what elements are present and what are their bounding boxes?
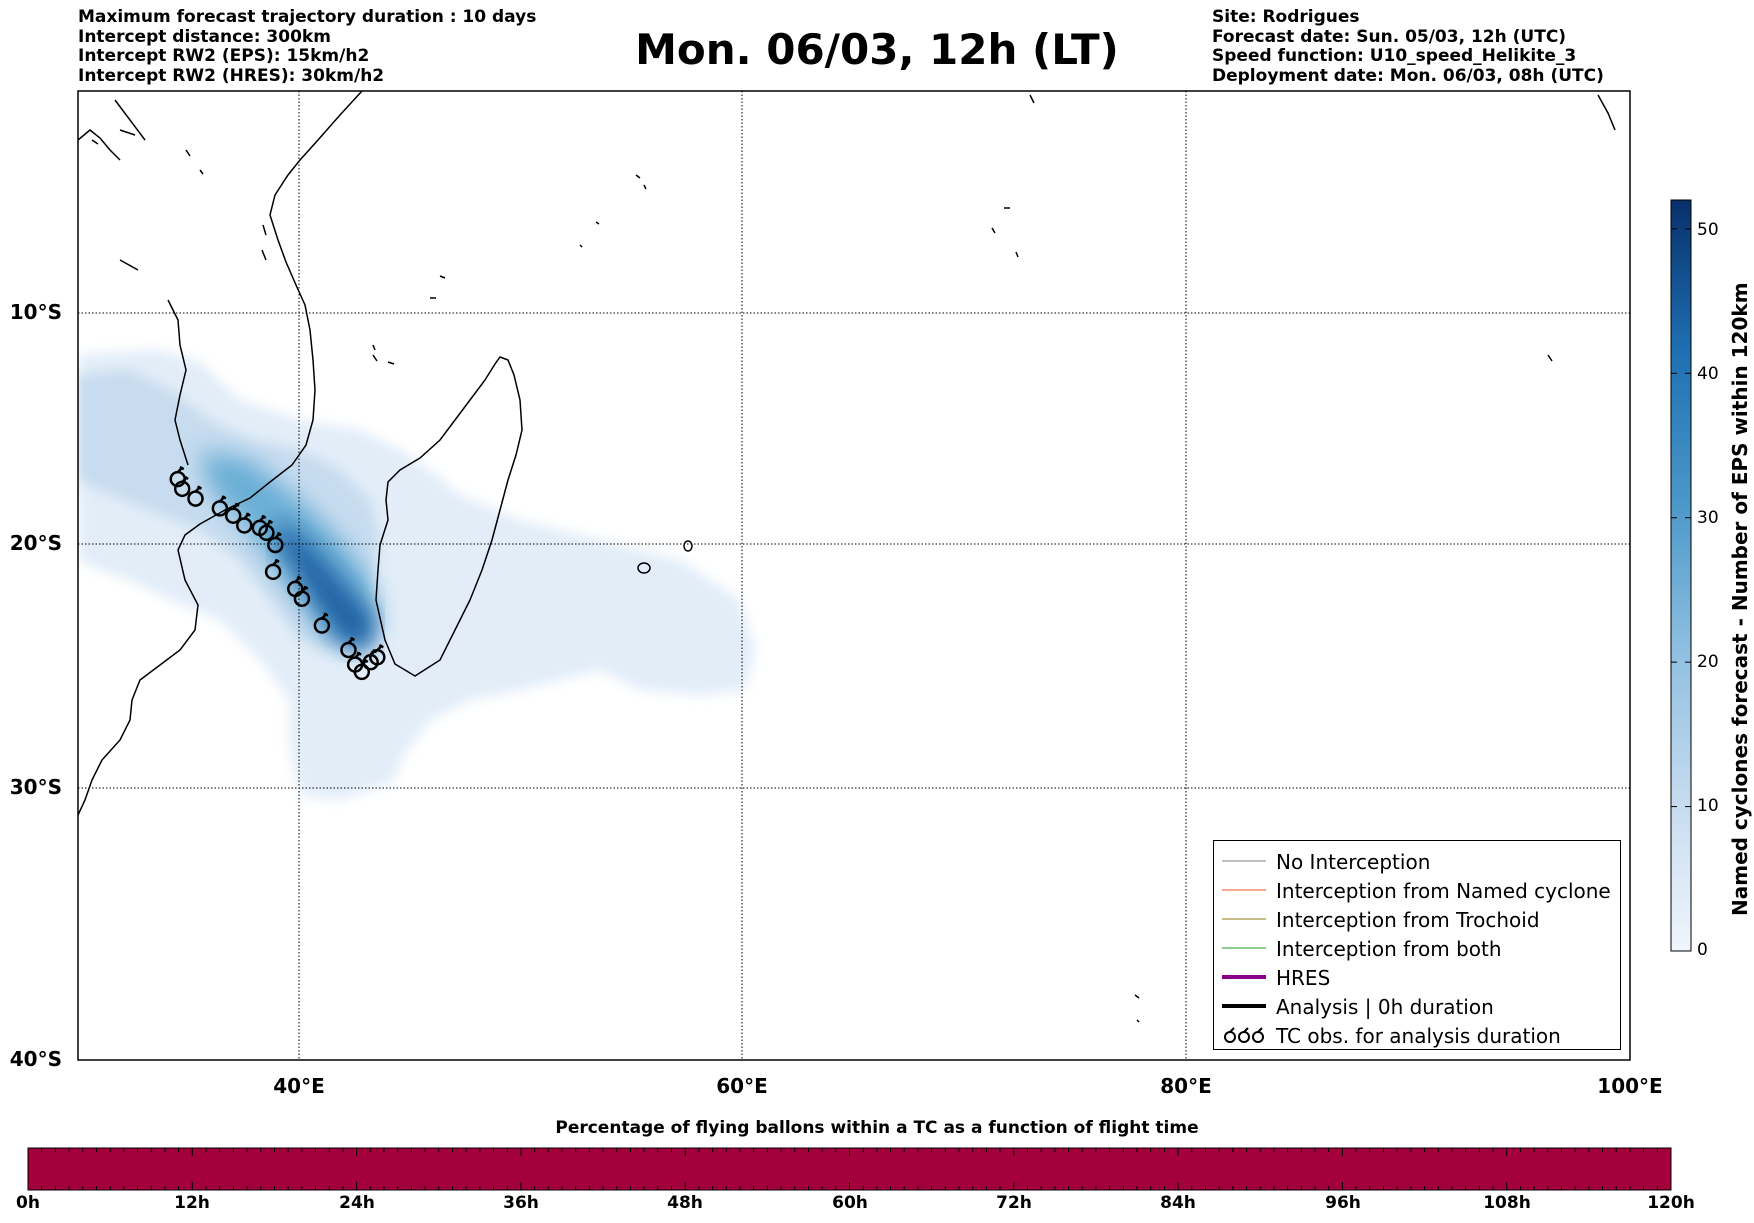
tc-obs-marker — [236, 512, 253, 534]
legend-tc-obs: TC obs. for analysis duration — [1214, 1021, 1620, 1050]
flight-tick-96h: 96h — [1325, 1193, 1361, 1213]
legend-no-interception: No Interception — [1214, 847, 1620, 876]
max-duration-text: Maximum forecast trajectory duration : 1… — [78, 7, 537, 27]
maldives-islands — [1029, 94, 1616, 131]
legend-line-black — [1222, 1004, 1266, 1008]
legend-line-green — [1222, 947, 1266, 949]
tc-obs-track — [169, 465, 386, 681]
europa-isle — [1134, 994, 1140, 1023]
tc-obs-marker — [340, 636, 357, 659]
lat-label-30s: 30°S — [9, 775, 62, 799]
map-legend: No Interception Interception from Named … — [1213, 840, 1621, 1050]
density-core — [275, 520, 375, 650]
chagos-islands — [991, 207, 1019, 258]
madagascar-coast — [375, 356, 523, 677]
lake-coast — [167, 299, 189, 466]
tc-obs-marker — [293, 585, 311, 607]
legend-line-olive — [1222, 918, 1266, 920]
comoros-islands — [372, 344, 395, 365]
mozambique-channel-isles — [430, 275, 446, 299]
flight-tick-108h: 108h — [1483, 1193, 1531, 1213]
eps-colorbar — [1670, 199, 1692, 952]
eps-colorbar-ticks — [1671, 228, 1691, 952]
flight-tick-60h: 60h — [832, 1193, 868, 1213]
flight-tick-12h: 12h — [174, 1193, 210, 1213]
rodrigues-island — [1547, 354, 1553, 362]
lon-label-40e: 40°E — [273, 1074, 325, 1098]
flight-time-ticks — [27, 1148, 1672, 1190]
legend-trochoid: Interception from Trochoid — [1214, 905, 1620, 934]
small-isles-north — [91, 99, 204, 271]
tc-obs-marker — [267, 531, 284, 554]
reunion-island — [683, 540, 693, 552]
flight-tick-36h: 36h — [503, 1193, 539, 1213]
legend-line-purple — [1222, 975, 1266, 979]
deployment-date-text: Deployment date: Mon. 06/03, 08h (UTC) — [1212, 65, 1604, 86]
lat-label-20s: 20°S — [9, 531, 62, 555]
cbar-tick-50: 50 — [1697, 220, 1719, 240]
eps-colorbar-title: Named cyclones forecast - Number of EPS … — [1728, 282, 1752, 916]
intercept-distance-text: Intercept distance: 300km — [78, 26, 331, 47]
tc-obs-marker — [264, 558, 282, 581]
tc-symbol-icon — [1224, 1027, 1264, 1043]
tc-obs-marker — [187, 485, 204, 507]
tc-obs-marker — [211, 495, 229, 517]
tc-obs-marker — [173, 475, 191, 498]
arabia-coast — [78, 129, 121, 161]
legend-line-orange — [1222, 889, 1266, 891]
legend-named-cyclone: Interception from Named cyclone — [1214, 876, 1620, 905]
legend-analysis: Analysis | 0h duration — [1214, 992, 1620, 1021]
legend-hres: HRES — [1214, 963, 1620, 992]
lon-label-60e: 60°E — [716, 1074, 768, 1098]
lat-label-10s: 10°S — [9, 300, 62, 324]
flight-tick-84h: 84h — [1160, 1193, 1196, 1213]
flight-bar-title: Percentage of flying ballons within a TC… — [555, 1118, 1199, 1138]
flight-tick-120h: 120h — [1647, 1193, 1695, 1213]
tc-obs-marker — [313, 612, 331, 634]
zanzibar-island — [261, 224, 267, 261]
africa-coast — [78, 91, 363, 816]
lat-label-40s: 40°S — [9, 1047, 62, 1071]
legend-line-gray — [1222, 860, 1266, 862]
map-frame — [77, 90, 1631, 1061]
lon-label-80e: 80°E — [1160, 1074, 1212, 1098]
site-text: Site: Rodrigues — [1212, 7, 1360, 27]
page-title: Mon. 06/03, 12h (LT) — [635, 25, 1119, 74]
speed-function-text: Speed function: U10_speed_Helikite_3 — [1212, 46, 1577, 66]
intercept-rw2-hres-text: Intercept RW2 (HRES): 30km/h2 — [78, 65, 385, 86]
tc-obs-marker — [369, 644, 386, 666]
flight-tick-24h: 24h — [339, 1193, 375, 1213]
tc-obs-marker — [224, 502, 242, 524]
coastlines — [78, 91, 1616, 1023]
cbar-tick-0: 0 — [1697, 940, 1708, 960]
forecast-date-text: Forecast date: Sun. 05/03, 12h (UTC) — [1212, 26, 1567, 47]
cbar-tick-20: 20 — [1697, 652, 1719, 672]
eps-density-field — [78, 350, 755, 800]
header-right: Site: Rodrigues Forecast date: Sun. 05/0… — [1212, 7, 1604, 86]
flight-tick-48h: 48h — [667, 1193, 703, 1213]
mauritius-island — [637, 562, 651, 574]
flight-tick-0h: 0h — [16, 1193, 40, 1213]
legend-both: Interception from both — [1214, 934, 1620, 963]
tc-obs-marker — [258, 519, 275, 542]
cbar-tick-10: 10 — [1697, 796, 1719, 816]
cbar-tick-40: 40 — [1697, 364, 1719, 384]
lon-label-100e: 100°E — [1597, 1074, 1663, 1098]
flight-tick-72h: 72h — [996, 1193, 1032, 1213]
intercept-rw2-eps-text: Intercept RW2 (EPS): 15km/h2 — [78, 46, 370, 66]
cbar-tick-30: 30 — [1697, 508, 1719, 528]
header-left: Maximum forecast trajectory duration : 1… — [78, 7, 537, 86]
graticule — [78, 91, 1630, 1060]
seychelles-islands — [579, 174, 647, 248]
